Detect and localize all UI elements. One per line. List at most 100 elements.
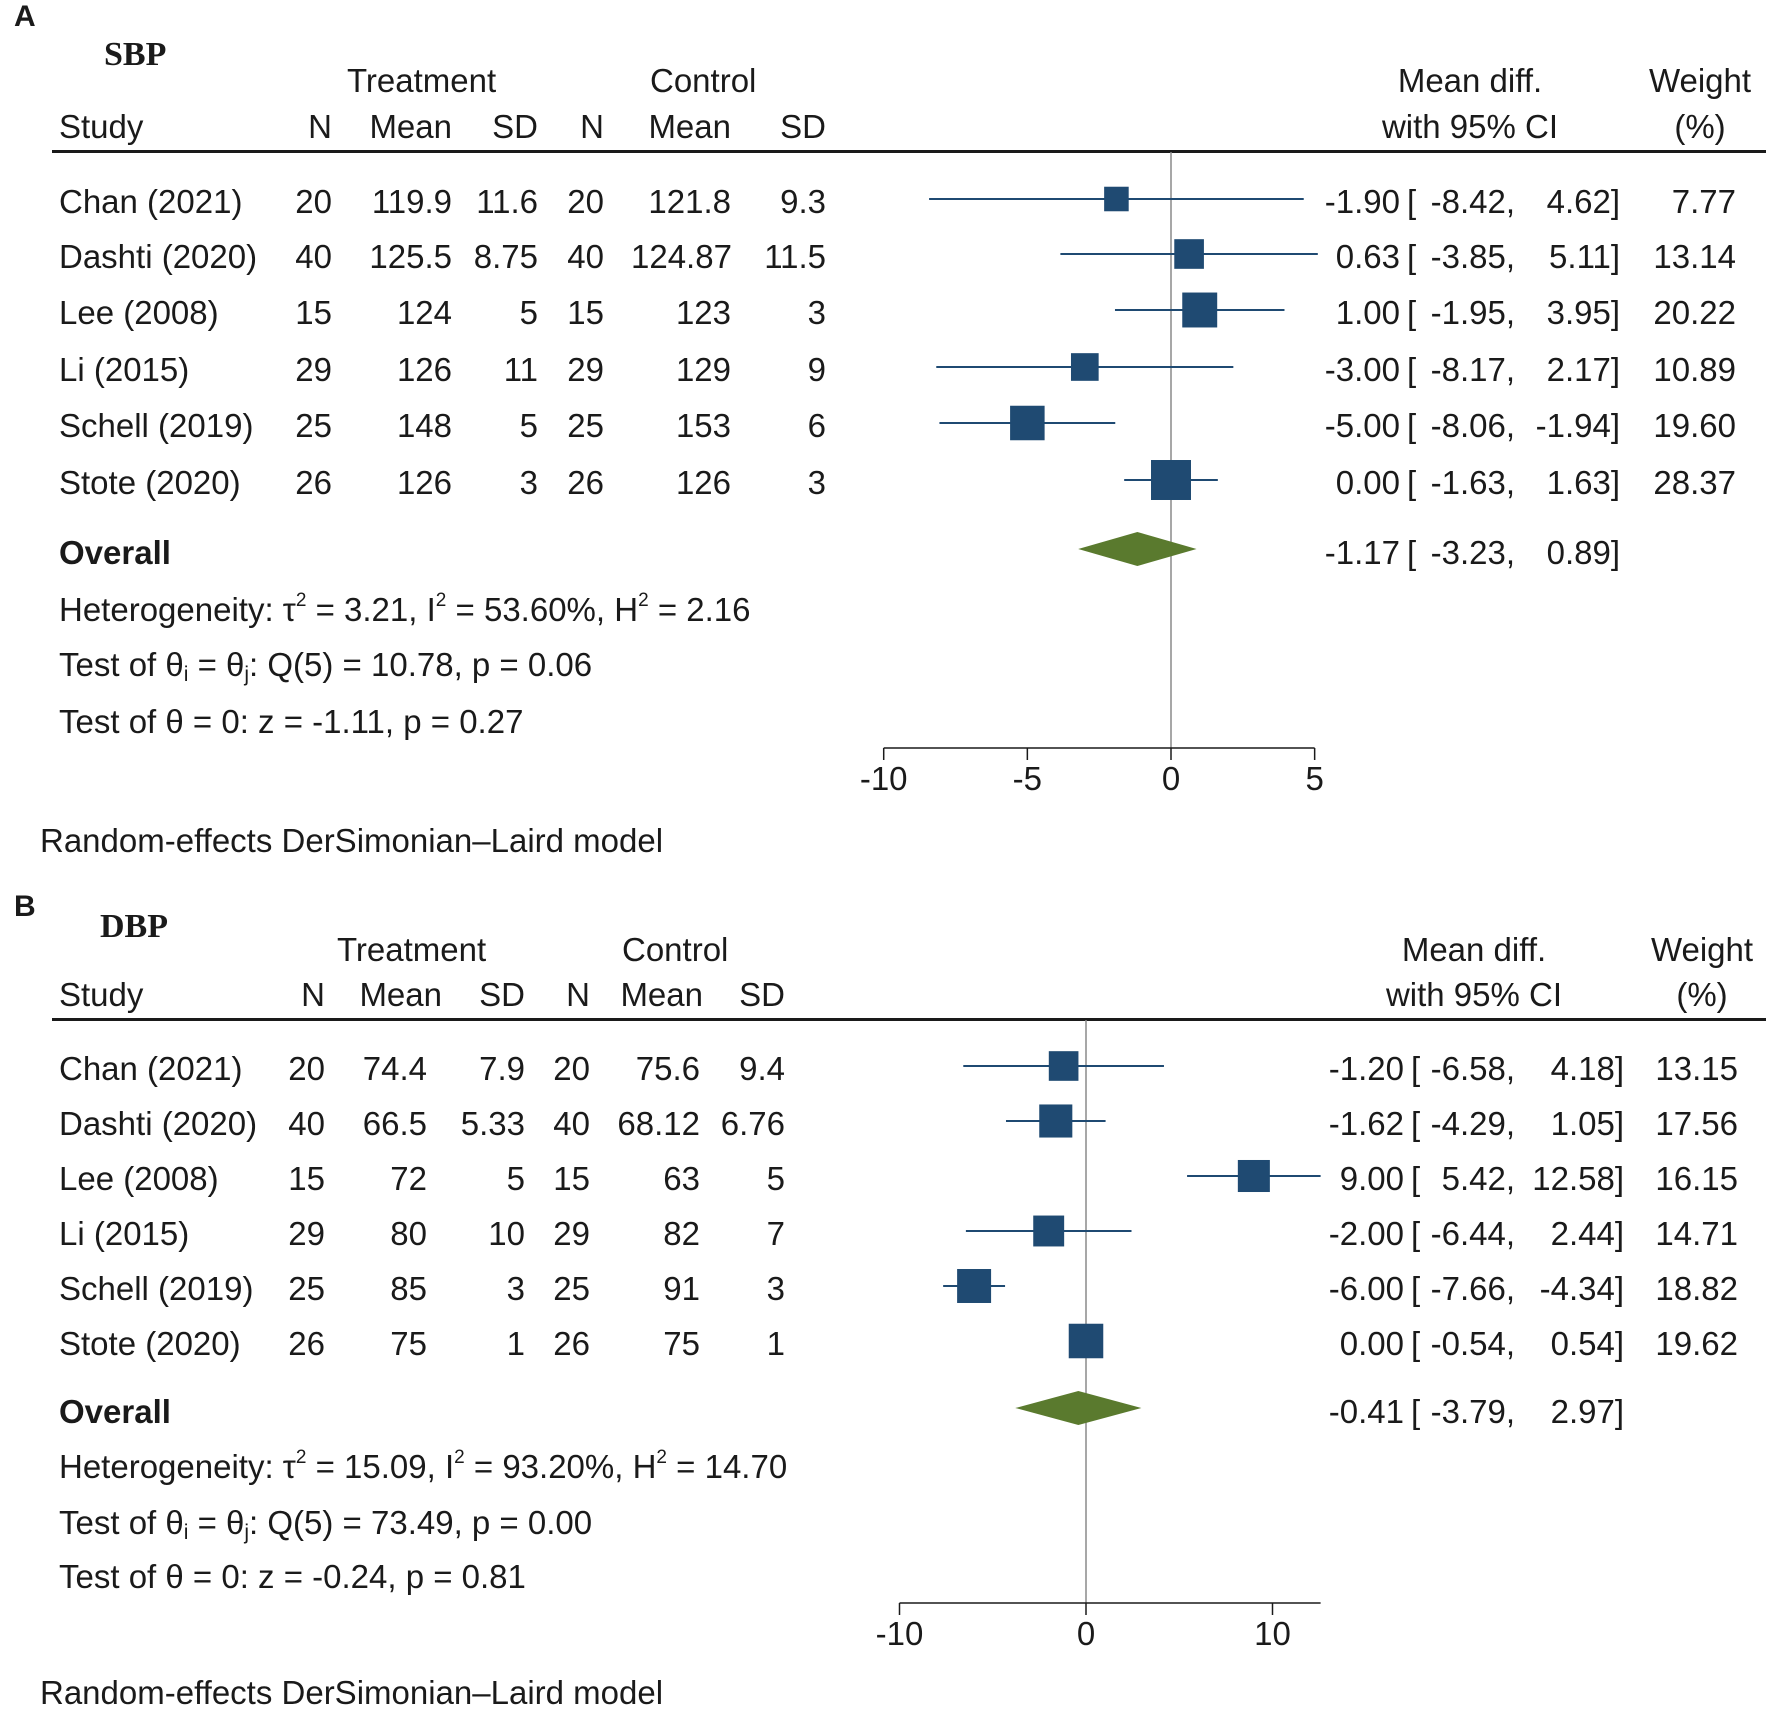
study-name: Schell (2019)	[59, 1270, 254, 1307]
test-q-stats: Test of θi = θj: Q(5) = 73.49, p = 0.00	[59, 1504, 593, 1544]
control-mean: 123	[675, 294, 731, 331]
treatment-mean: 124	[396, 294, 452, 331]
header-ci: with 95% CI	[1385, 976, 1563, 1013]
weight: 20.22	[1653, 294, 1736, 331]
forest-plot-dbp: -10 0 10	[876, 1020, 1321, 1652]
ci-upper: -4.34]	[1539, 1270, 1624, 1307]
effect-square	[1068, 1323, 1104, 1359]
weight: 10.89	[1653, 351, 1736, 388]
treatment-n: 26	[288, 1325, 325, 1362]
mean-diff: -2.00	[1328, 1215, 1404, 1252]
weight: 18.82	[1655, 1270, 1738, 1307]
control-sd: 5	[766, 1160, 785, 1197]
header-control-n: N	[580, 108, 604, 145]
ci-lower: -6.58,	[1430, 1050, 1515, 1087]
ci-upper: -1.94]	[1535, 407, 1620, 444]
header-control-mean: Mean	[620, 976, 703, 1013]
ci-bracket: [	[1411, 1393, 1421, 1430]
control-sd: 6.76	[720, 1105, 785, 1142]
treatment-n: 20	[295, 183, 332, 220]
panel-letter: B	[14, 890, 36, 923]
mean-diff: -3.00	[1324, 351, 1400, 388]
treatment-sd: 5	[519, 407, 538, 444]
treatment-sd: 5	[519, 294, 538, 331]
control-sd: 6	[807, 407, 826, 444]
mean-diff: -5.00	[1324, 407, 1400, 444]
treatment-mean: 75	[390, 1325, 427, 1362]
control-n: 25	[553, 1270, 590, 1307]
control-n: 40	[553, 1105, 590, 1142]
control-mean: 153	[675, 407, 731, 444]
ci-lower: -3.85,	[1430, 238, 1515, 275]
treatment-n: 15	[295, 294, 332, 331]
header-mean-diff: Mean diff.	[1401, 931, 1547, 968]
treatment-mean: 125.5	[369, 238, 452, 275]
control-sd: 9.4	[739, 1050, 785, 1087]
weight: 13.14	[1653, 238, 1736, 275]
overall-label: Overall	[59, 534, 171, 571]
weight: 28.37	[1653, 464, 1736, 501]
study-name: Lee (2008)	[59, 1160, 219, 1197]
treatment-n: 29	[288, 1215, 325, 1252]
header-study: Study	[59, 108, 144, 145]
ci-upper: 3.95]	[1546, 294, 1620, 331]
treatment-sd: 1	[506, 1325, 525, 1362]
header-rule	[52, 150, 1766, 153]
treatment-sd: 8.75	[473, 238, 538, 275]
treatment-mean: 80	[390, 1215, 427, 1252]
header-ci: with 95% CI	[1381, 108, 1559, 145]
effect-square	[1039, 1104, 1073, 1138]
ci-bracket: [	[1407, 183, 1417, 220]
control-mean: 68.12	[617, 1105, 700, 1142]
header-control-mean: Mean	[648, 108, 731, 145]
ci-bracket: [	[1411, 1270, 1421, 1307]
study-name: Stote (2020)	[59, 464, 241, 501]
study-name: Chan (2021)	[59, 1050, 243, 1087]
weight: 13.15	[1655, 1050, 1738, 1087]
control-mean: 63	[663, 1160, 700, 1197]
header-control: Control	[650, 62, 757, 99]
header-treatment-n: N	[301, 976, 325, 1013]
header-treatment: Treatment	[347, 62, 497, 99]
header-weight: Weight	[1648, 62, 1752, 99]
treatment-n: 20	[288, 1050, 325, 1087]
treatment-mean: 74.4	[362, 1050, 427, 1087]
ci-upper: 0.54]	[1550, 1325, 1624, 1362]
header-treatment-sd: SD	[479, 976, 525, 1013]
x-tick-label: -10	[860, 760, 908, 797]
mean-diff: 0.00	[1335, 464, 1400, 501]
study-name: Li (2015)	[59, 351, 190, 388]
ci-bracket: [	[1407, 407, 1417, 444]
mean-diff: 1.00	[1335, 294, 1400, 331]
ci-upper: 2.44]	[1550, 1215, 1624, 1252]
effect-square	[1104, 186, 1129, 212]
ci-bracket: [	[1411, 1215, 1421, 1252]
header-study: Study	[59, 976, 144, 1013]
weight: 19.62	[1655, 1325, 1738, 1362]
header-control-sd: SD	[739, 976, 785, 1013]
control-n: 15	[567, 294, 604, 331]
control-n: 26	[553, 1325, 590, 1362]
ci-bracket: [	[1407, 238, 1417, 275]
weight: 19.60	[1653, 407, 1736, 444]
effect-square	[1151, 460, 1191, 500]
control-sd: 9	[807, 351, 826, 388]
header-control-n: N	[566, 976, 590, 1013]
effect-square	[1070, 353, 1099, 381]
treatment-n: 29	[295, 351, 332, 388]
effect-square	[1182, 292, 1218, 328]
x-tick-label: 10	[1254, 1615, 1291, 1652]
treatment-n: 40	[288, 1105, 325, 1142]
ci-lower: -4.29,	[1430, 1105, 1515, 1142]
control-n: 26	[567, 464, 604, 501]
control-mean: 126	[675, 464, 731, 501]
treatment-mean: 119.9	[371, 183, 452, 220]
ci-upper: 5.11]	[1549, 238, 1620, 275]
header-mean-diff: Mean diff.	[1397, 62, 1543, 99]
treatment-mean: 126	[396, 464, 452, 501]
treatment-mean: 85	[390, 1270, 427, 1307]
weight: 16.15	[1655, 1160, 1738, 1197]
treatment-sd: 3	[519, 464, 538, 501]
x-tick-label: -10	[876, 1615, 924, 1652]
study-name: Dashti (2020)	[59, 238, 258, 275]
